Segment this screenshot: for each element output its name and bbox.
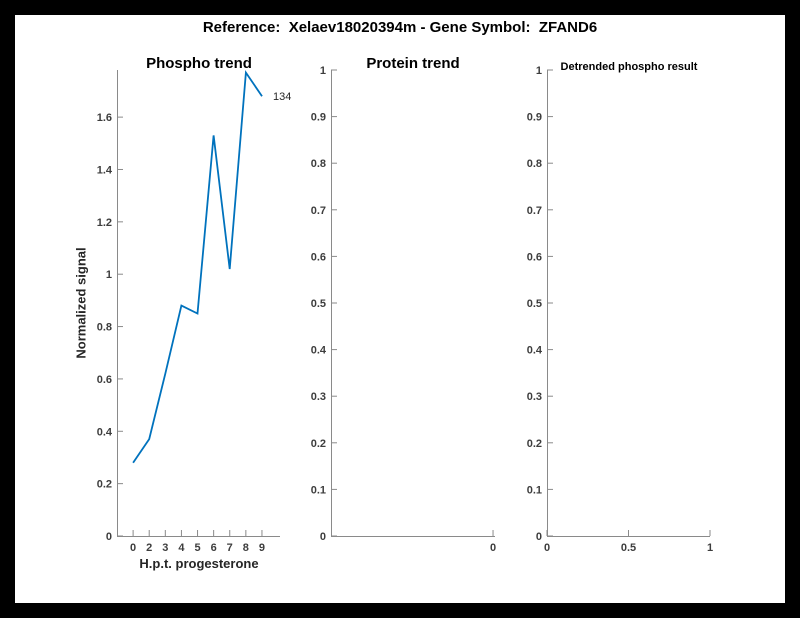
y-tick-label: 0.9 [527, 112, 542, 124]
y-tick-label: 0.2 [311, 438, 326, 450]
y-axis-label: Normalized signal [73, 247, 89, 359]
x-tick-label: 0 [130, 542, 136, 554]
y-tick-label: 1.6 [97, 112, 112, 124]
y-tick-label: 0.4 [311, 345, 327, 357]
charts-canvas: 00.20.40.60.811.21.41.60 2 3 4 5 6 7 8 913400.10… [97, 65, 713, 554]
figure-title: Reference: Xelaev18020394m - Gene Symbol… [202, 19, 598, 36]
protein-trend-title: Protein trend [366, 55, 460, 72]
x-tick-label: 9 [259, 542, 265, 554]
y-tick-label: 0.1 [527, 484, 542, 496]
x-tick-label: 0 [490, 542, 496, 554]
x-tick-label: 4 [178, 542, 185, 554]
x-tick-label: 1 [707, 542, 713, 554]
x-tick-label: 0 [544, 542, 550, 554]
y-tick-label: 0.8 [527, 158, 542, 170]
y-tick-label: 1.2 [97, 217, 112, 229]
y-tick-label: 0.9 [311, 112, 326, 124]
y-tick-label: 0.5 [527, 298, 542, 310]
y-tick-label: 0.6 [311, 251, 326, 263]
annotation-label: 134 [273, 91, 291, 103]
y-tick-label: 0 [320, 531, 326, 543]
y-tick-label: 0.6 [97, 374, 112, 386]
figure-canvas: Reference: Xelaev18020394m - Gene Symbol… [15, 15, 785, 603]
x-tick-label: 0.5 [621, 542, 636, 554]
y-tick-label: 0.7 [311, 205, 326, 217]
y-tick-label: 0.2 [97, 479, 112, 491]
y-tick-label: 0.3 [311, 391, 326, 403]
y-tick-label: 0 [536, 531, 542, 543]
y-tick-label: 0.3 [527, 391, 542, 403]
y-tick-label: 1 [320, 65, 326, 77]
x-tick-label: 5 [194, 542, 200, 554]
y-tick-label: 1 [536, 65, 542, 77]
phospho-trend-title: Phospho trend [146, 55, 252, 72]
y-tick-label: 0.6 [527, 251, 542, 263]
y-tick-label: 1 [106, 269, 112, 281]
y-tick-label: 0 [106, 531, 112, 543]
x-tick-label: 6 [211, 542, 217, 554]
x-tick-label: 8 [243, 542, 249, 554]
y-tick-label: 0.4 [527, 345, 543, 357]
y-tick-label: 0.4 [97, 426, 113, 438]
y-tick-label: 1.4 [97, 164, 113, 176]
x-axis-label: H.p.t. progesterone [139, 556, 259, 571]
trend-line [132, 69, 263, 464]
detrended-phospho-title: Detrended phospho result [560, 61, 698, 73]
x-tick-label: 7 [227, 542, 233, 554]
y-tick-label: 0.2 [527, 438, 542, 450]
y-tick-label: 0.7 [527, 205, 542, 217]
y-tick-label: 0.5 [311, 298, 326, 310]
y-tick-label: 0.1 [311, 484, 326, 496]
y-tick-label: 0.8 [97, 322, 112, 334]
x-tick-label: 3 [162, 542, 168, 554]
x-tick-label: 2 [146, 542, 152, 554]
y-tick-label: 0.8 [311, 158, 326, 170]
